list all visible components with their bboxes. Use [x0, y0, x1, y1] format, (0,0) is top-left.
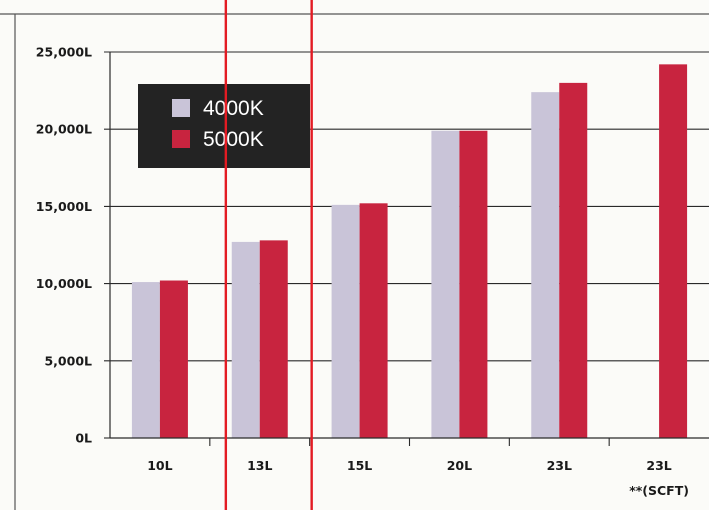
x-tick-label: 13L	[247, 458, 272, 473]
bar-5000k	[159, 280, 188, 438]
bar-5000k	[559, 82, 588, 438]
y-tick-label: 0L	[75, 431, 92, 446]
y-tick-label: 20,000L	[36, 122, 92, 137]
x-tick-label: 10L	[147, 458, 172, 473]
bar-4000k	[331, 204, 360, 438]
legend-label: 5000K	[203, 128, 264, 151]
y-tick-label: 10,000L	[36, 276, 92, 291]
x-tick-sublabel: **(SCFT)	[629, 483, 689, 498]
bar-5000k	[659, 64, 688, 439]
x-tick-label: 23L	[547, 458, 572, 473]
bar-5000k	[459, 130, 488, 438]
bar-4000k	[131, 282, 160, 438]
legend-label: 4000K	[203, 97, 264, 120]
x-tick-label: 23L	[646, 458, 671, 473]
y-tick-label: 5,000L	[44, 353, 92, 368]
bar-4000k	[231, 241, 260, 438]
legend-swatch	[172, 99, 190, 117]
legend: 4000K 5000K	[138, 84, 310, 168]
y-tick-label: 25,000L	[36, 45, 92, 60]
bar-4000k	[431, 130, 460, 438]
bar-5000k	[259, 240, 288, 438]
legend-swatch	[172, 130, 190, 148]
bar-4000k	[531, 92, 560, 439]
bar-5000k	[359, 203, 388, 438]
x-tick-label: 20L	[447, 458, 472, 473]
highlight-frame	[224, 0, 313, 510]
x-tick-label: 15L	[347, 458, 372, 473]
legend-background	[138, 84, 310, 168]
y-tick-label: 15,000L	[36, 199, 92, 214]
